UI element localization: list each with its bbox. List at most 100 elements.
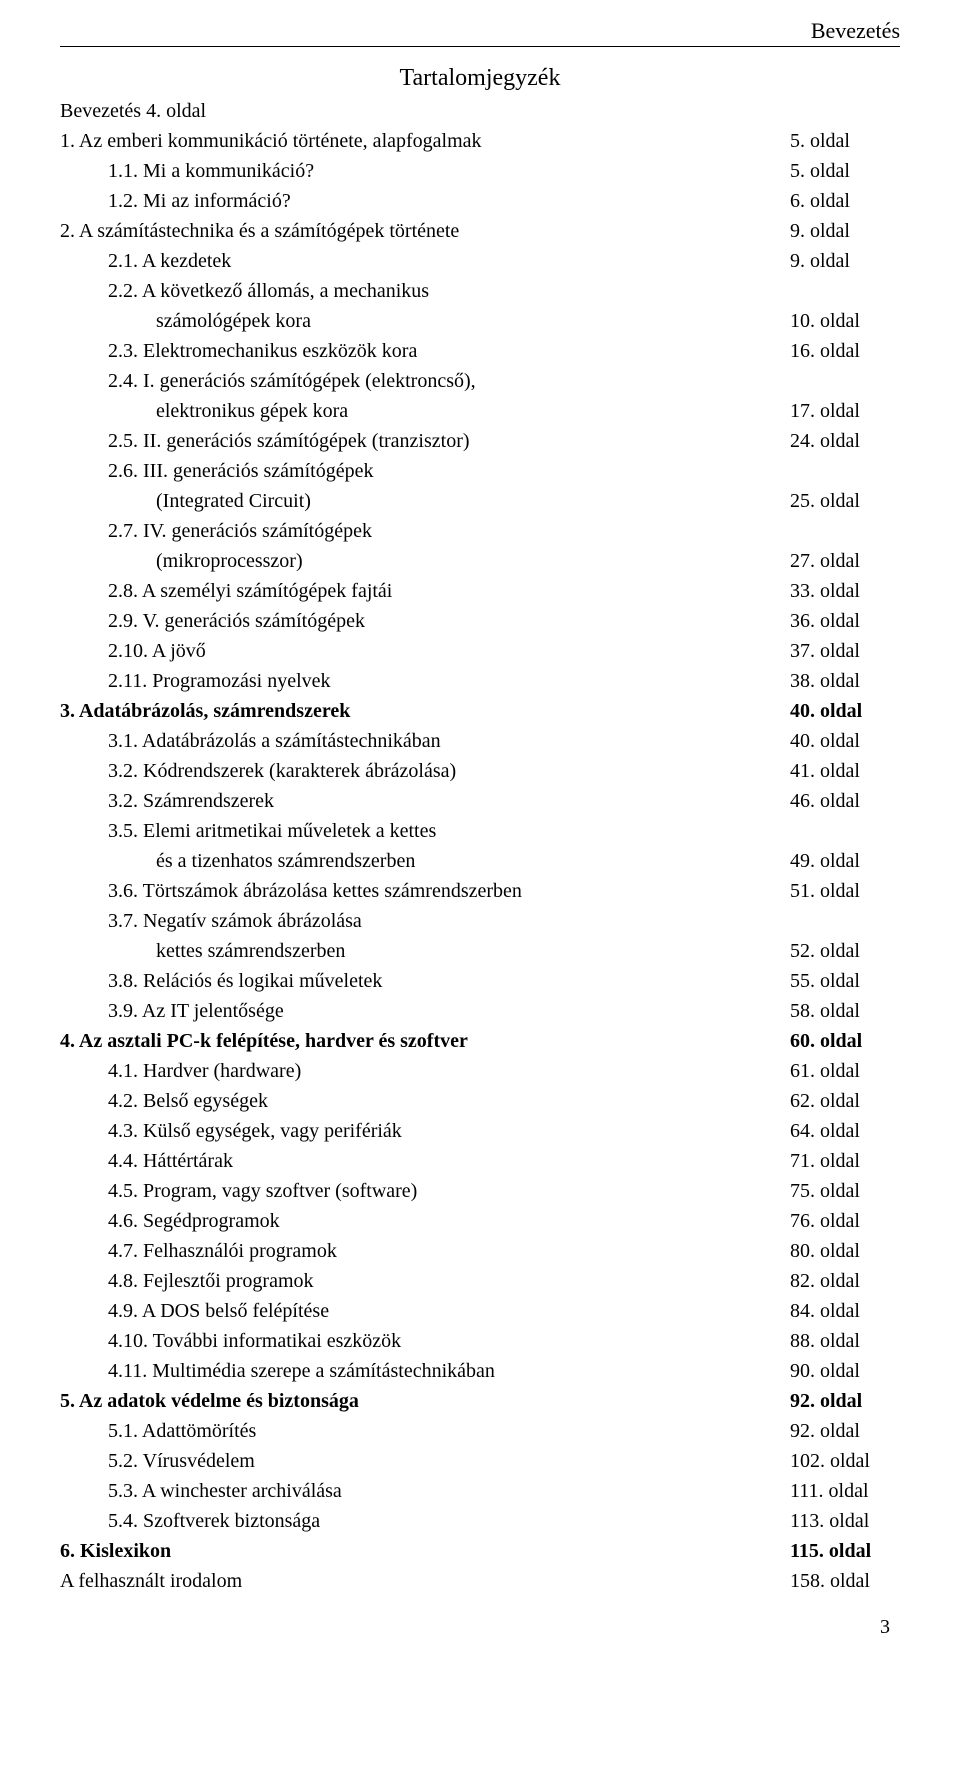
toc-entry-text: 2.9. V. generációs számítógépek	[60, 606, 790, 636]
toc-entry-text: 4.7. Felhasználói programok	[60, 1236, 790, 1266]
toc-entry-text: 4.8. Fejlesztői programok	[60, 1266, 790, 1296]
toc-entry-text: 4.1. Hardver (hardware)	[60, 1056, 790, 1086]
toc-line: 4. Az asztali PC-k felépítése, hardver é…	[60, 1026, 900, 1056]
toc-entry-text: számológépek kora	[60, 306, 790, 336]
toc-entry-text: 5.4. Szoftverek biztonsága	[60, 1506, 790, 1536]
toc-line: 3. Adatábrázolás, számrendszerek40. olda…	[60, 696, 900, 726]
toc-line: 4.8. Fejlesztői programok82. oldal	[60, 1266, 900, 1296]
toc-entry-text: 3.6. Törtszámok ábrázolása kettes számre…	[60, 876, 790, 906]
toc-line: 2.10. A jövő37. oldal	[60, 636, 900, 666]
toc-entry-page	[790, 276, 900, 306]
toc-line: 4.10. További informatikai eszközök88. o…	[60, 1326, 900, 1356]
toc-line: 3.7. Negatív számok ábrázolása	[60, 906, 900, 936]
toc-line: és a tizenhatos számrendszerben49. oldal	[60, 846, 900, 876]
toc-entry-page: 40. oldal	[790, 726, 900, 756]
toc-entry-page: 24. oldal	[790, 426, 900, 456]
toc-entry-page: 60. oldal	[790, 1026, 900, 1056]
toc-line: 4.4. Háttértárak71. oldal	[60, 1146, 900, 1176]
toc-entry-page	[790, 906, 900, 936]
toc-entry-text: 4.11. Multimédia szerepe a számítástechn…	[60, 1356, 790, 1386]
toc-entry-text: 1.2. Mi az információ?	[60, 186, 790, 216]
toc-entry-page: 51. oldal	[790, 876, 900, 906]
toc-line: 5. Az adatok védelme és biztonsága92. ol…	[60, 1386, 900, 1416]
toc-entry-page: 46. oldal	[790, 786, 900, 816]
toc-entry-page: 10. oldal	[790, 306, 900, 336]
toc-entry-text: 4.5. Program, vagy szoftver (software)	[60, 1176, 790, 1206]
toc-entry-page: 71. oldal	[790, 1146, 900, 1176]
document-page: Bevezetés Tartalomjegyzék Bevezetés 4. o…	[0, 0, 960, 1679]
toc-line: elektronikus gépek kora17. oldal	[60, 396, 900, 426]
toc-entry-text: kettes számrendszerben	[60, 936, 790, 966]
toc-line: 6. Kislexikon115. oldal	[60, 1536, 900, 1566]
toc-line: 1. Az emberi kommunikáció története, ala…	[60, 126, 900, 156]
toc-entry-page: 90. oldal	[790, 1356, 900, 1386]
toc-line: 2.3. Elektromechanikus eszközök kora16. …	[60, 336, 900, 366]
toc-entry-page: 75. oldal	[790, 1176, 900, 1206]
toc-entry-page: 27. oldal	[790, 546, 900, 576]
toc-entry-page	[790, 96, 900, 126]
toc-entry-text: Bevezetés 4. oldal	[60, 96, 790, 126]
toc-entry-text: A felhasznált irodalom	[60, 1566, 790, 1596]
toc-line: 4.9. A DOS belső felépítése84. oldal	[60, 1296, 900, 1326]
toc-entry-page: 16. oldal	[790, 336, 900, 366]
toc-entry-page: 49. oldal	[790, 846, 900, 876]
toc-line: 3.2. Kódrendszerek (karakterek ábrázolás…	[60, 756, 900, 786]
toc-line: Bevezetés 4. oldal	[60, 96, 900, 126]
toc-line: 4.2. Belső egységek62. oldal	[60, 1086, 900, 1116]
toc-entry-text: 4.9. A DOS belső felépítése	[60, 1296, 790, 1326]
toc-entry-text: 3.1. Adatábrázolás a számítástechnikában	[60, 726, 790, 756]
running-header: Bevezetés	[60, 0, 900, 44]
toc-entry-text: 3.9. Az IT jelentősége	[60, 996, 790, 1026]
toc-entry-page: 58. oldal	[790, 996, 900, 1026]
toc-entry-text: 2.10. A jövő	[60, 636, 790, 666]
toc-entry-text: 4.4. Háttértárak	[60, 1146, 790, 1176]
toc-entry-page: 37. oldal	[790, 636, 900, 666]
toc-entry-page: 33. oldal	[790, 576, 900, 606]
toc-entry-text: 2.8. A személyi számítógépek fajtái	[60, 576, 790, 606]
toc-entry-text: 4.6. Segédprogramok	[60, 1206, 790, 1236]
toc-entry-page: 88. oldal	[790, 1326, 900, 1356]
toc-title: Tartalomjegyzék	[60, 65, 900, 92]
toc-line: 1.1. Mi a kommunikáció?5. oldal	[60, 156, 900, 186]
toc-line: kettes számrendszerben52. oldal	[60, 936, 900, 966]
toc-entry-text: 1. Az emberi kommunikáció története, ala…	[60, 126, 790, 156]
toc-entry-page: 5. oldal	[790, 126, 900, 156]
toc-entry-page: 62. oldal	[790, 1086, 900, 1116]
toc-entry-page: 158. oldal	[790, 1566, 900, 1596]
toc-entry-text: 2.11. Programozási nyelvek	[60, 666, 790, 696]
toc-entry-text: 1.1. Mi a kommunikáció?	[60, 156, 790, 186]
toc-line: 2.5. II. generációs számítógépek (tranzi…	[60, 426, 900, 456]
toc-entry-text: 3.2. Számrendszerek	[60, 786, 790, 816]
toc-line: 2.7. IV. generációs számítógépek	[60, 516, 900, 546]
toc-body: Bevezetés 4. oldal1. Az emberi kommuniká…	[60, 96, 900, 1596]
toc-line: 3.5. Elemi aritmetikai műveletek a kette…	[60, 816, 900, 846]
toc-entry-text: 3.5. Elemi aritmetikai műveletek a kette…	[60, 816, 790, 846]
toc-entry-text: és a tizenhatos számrendszerben	[60, 846, 790, 876]
toc-entry-page: 113. oldal	[790, 1506, 900, 1536]
toc-line: 5.2. Vírusvédelem102. oldal	[60, 1446, 900, 1476]
toc-line: 4.1. Hardver (hardware)61. oldal	[60, 1056, 900, 1086]
toc-entry-page: 102. oldal	[790, 1446, 900, 1476]
toc-line: 3.6. Törtszámok ábrázolása kettes számre…	[60, 876, 900, 906]
toc-line: 4.6. Segédprogramok76. oldal	[60, 1206, 900, 1236]
toc-entry-page	[790, 456, 900, 486]
toc-entry-text: 2.6. III. generációs számítógépek	[60, 456, 790, 486]
toc-line: 5.3. A winchester archiválása111. oldal	[60, 1476, 900, 1506]
toc-entry-text: 2. A számítástechnika és a számítógépek …	[60, 216, 790, 246]
toc-line: (Integrated Circuit)25. oldal	[60, 486, 900, 516]
toc-entry-page: 55. oldal	[790, 966, 900, 996]
toc-entry-text: 3.7. Negatív számok ábrázolása	[60, 906, 790, 936]
toc-line: A felhasznált irodalom158. oldal	[60, 1566, 900, 1596]
toc-entry-page: 41. oldal	[790, 756, 900, 786]
toc-entry-page: 64. oldal	[790, 1116, 900, 1146]
toc-entry-text: 6. Kislexikon	[60, 1536, 790, 1566]
toc-entry-page: 52. oldal	[790, 936, 900, 966]
toc-entry-text: 2.7. IV. generációs számítógépek	[60, 516, 790, 546]
toc-entry-page: 36. oldal	[790, 606, 900, 636]
toc-line: 2.8. A személyi számítógépek fajtái33. o…	[60, 576, 900, 606]
toc-line: 4.5. Program, vagy szoftver (software)75…	[60, 1176, 900, 1206]
toc-entry-text: 3.2. Kódrendszerek (karakterek ábrázolás…	[60, 756, 790, 786]
toc-entry-text: 5.3. A winchester archiválása	[60, 1476, 790, 1506]
toc-line: 3.1. Adatábrázolás a számítástechnikában…	[60, 726, 900, 756]
toc-entry-page: 92. oldal	[790, 1386, 900, 1416]
